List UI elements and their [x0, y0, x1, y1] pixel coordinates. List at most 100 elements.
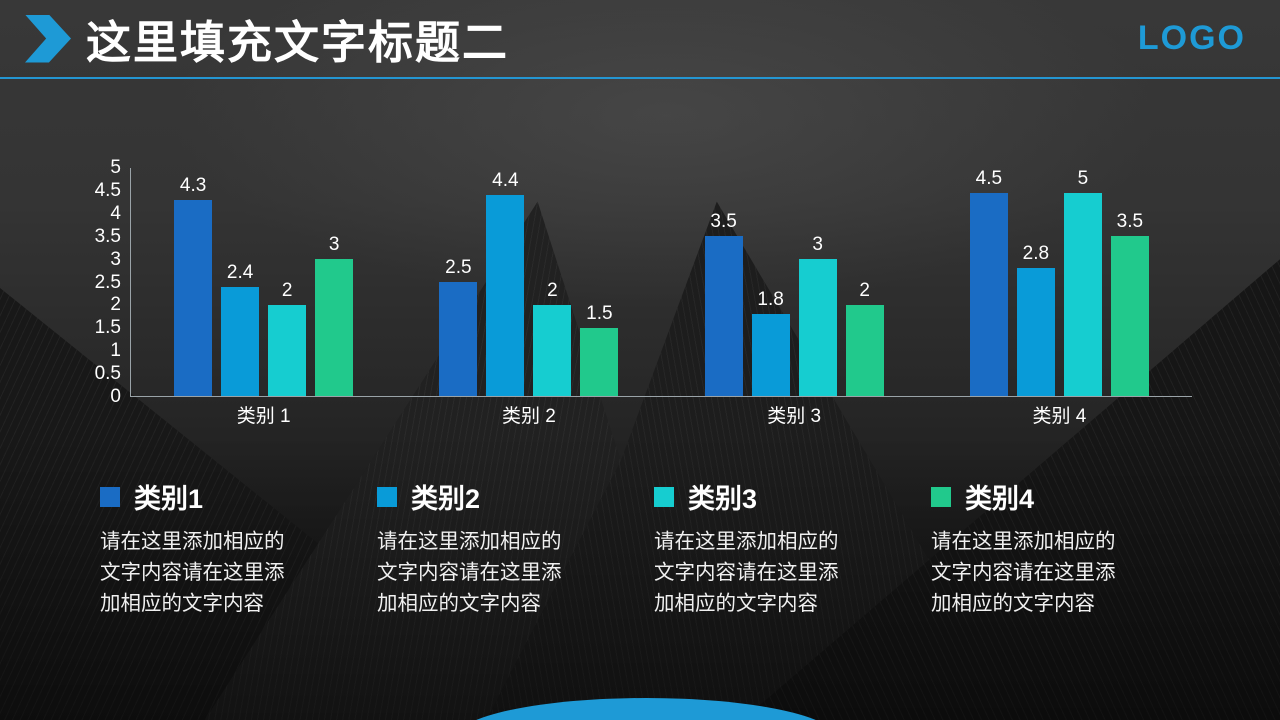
- y-tick-label: 4: [110, 202, 121, 224]
- bar-value-label: 3.5: [1116, 211, 1144, 233]
- bar-value-label: 2.4: [226, 261, 254, 283]
- bar-value-label: 3: [328, 234, 340, 256]
- y-tick-label: 0.5: [94, 363, 121, 385]
- y-tick-label: 1: [110, 340, 121, 362]
- bar-value-label: 4.3: [179, 174, 207, 196]
- y-tick-label: 4.5: [94, 179, 121, 201]
- bar-wrapper: 2.5: [439, 168, 478, 396]
- bar-row: 3.5 1.8 3 2: [704, 168, 884, 396]
- legend-item-label: 类别4: [965, 484, 1035, 514]
- bar-wrapper: 3: [315, 168, 354, 396]
- legend-item-description: 请在这里添加相应的文字内容请在这里添加相应的文字内容: [377, 530, 562, 615]
- bar-group: 4.3 2.4 2 3 类别 1: [131, 168, 396, 427]
- legend-item-description: 请在这里添加相应的文字内容请在这里添加相应的文字内容: [931, 530, 1116, 615]
- bar: [268, 304, 307, 396]
- bar-value-label: 4.4: [492, 170, 519, 192]
- bar: [751, 313, 790, 396]
- legend-item: 类别2 请在这里添加相应的文字内容请在这里添加相应的文字内容: [377, 477, 654, 619]
- bar: [580, 327, 619, 396]
- y-tick-label: 5: [110, 157, 121, 178]
- bar: [845, 304, 884, 396]
- bar-wrapper: 3: [798, 168, 837, 396]
- bar-wrapper: 3.5: [704, 168, 743, 396]
- bar-value-label: 3.5: [710, 211, 737, 233]
- legend-item-description: 请在这里添加相应的文字内容请在这里添加相应的文字内容: [654, 530, 839, 615]
- bar-wrapper: 1.5: [580, 168, 619, 396]
- bar-wrapper: 2: [533, 168, 572, 396]
- bottom-ellipse-decoration: [456, 698, 836, 720]
- bar: [221, 286, 260, 396]
- chevron-right-icon: [25, 14, 71, 63]
- x-category-label: 类别 4: [1032, 406, 1087, 427]
- bar-group: 4.5 2.8 5 3.5 类别 4: [927, 168, 1192, 427]
- bar-wrapper: 4.3: [174, 168, 213, 396]
- y-tick-label: 2: [110, 294, 121, 316]
- bar: [174, 199, 213, 396]
- title-bar: 这里填充文字标题二 LOGO: [0, 0, 1280, 79]
- legend-item: 类别1 请在这里添加相应的文字内容请在这里添加相应的文字内容: [100, 477, 377, 619]
- bar-value-label: 4.5: [975, 168, 1003, 189]
- bar-wrapper: 4.5: [969, 168, 1008, 396]
- bar-row: 2.5 4.4 2 1.5: [439, 168, 619, 396]
- legend-item-header: 类别4: [931, 477, 1208, 516]
- page-title: 这里填充文字标题二: [86, 17, 510, 68]
- y-tick-label: 2.5: [94, 271, 121, 293]
- legend-item: 类别4 请在这里添加相应的文字内容请在这里添加相应的文字内容: [931, 477, 1208, 619]
- bar-value-label: 2.8: [1022, 243, 1050, 265]
- y-tick-label: 0: [110, 386, 121, 407]
- bar-wrapper: 2: [268, 168, 307, 396]
- legend-item-label: 类别2: [411, 484, 481, 514]
- bar-value-label: 2: [281, 279, 293, 301]
- bar-wrapper: 5: [1063, 168, 1102, 396]
- bar: [798, 259, 837, 396]
- bar-value-label: 5: [1077, 168, 1089, 189]
- bar-value-label: 2: [859, 279, 870, 301]
- legend-item-description: 请在这里添加相应的文字内容请在这里添加相应的文字内容: [100, 530, 285, 615]
- y-tick-label: 1.5: [94, 317, 121, 339]
- logo-text: LOGO: [1137, 19, 1246, 57]
- bar: [486, 195, 525, 396]
- bar-group: 3.5 1.8 3 2 类别 3: [662, 168, 927, 427]
- legend-color-swatch: [654, 486, 674, 507]
- bar: [704, 236, 743, 396]
- bar: [315, 259, 354, 396]
- bar-chart: 5 4.5 4 3.5 3 2.5 2 1.5 1 0.5 0 4.3 2.4 2 3 类别 1 2.5 4.4…: [92, 157, 1192, 427]
- bar: [439, 282, 478, 396]
- legend-item-label: 类别3: [688, 484, 758, 514]
- bar-value-label: 1.5: [586, 302, 613, 324]
- bar: [1110, 236, 1149, 396]
- chart-legend: 类别1 请在这里添加相应的文字内容请在这里添加相应的文字内容 类别2 请在这里添加相应…: [100, 477, 1210, 619]
- y-tick-label: 3.5: [94, 225, 121, 247]
- legend-color-swatch: [377, 486, 397, 507]
- legend-item-header: 类别3: [654, 477, 931, 516]
- x-category-label: 类别 2: [501, 406, 556, 427]
- legend-item-header: 类别1: [100, 477, 377, 516]
- bar-wrapper: 3.5: [1110, 168, 1149, 396]
- plot-area: 4.3 2.4 2 3 类别 1 2.5 4.4 2 1.5 类别 2 3.5 1.8 3 2 类别 3 4.…: [130, 168, 1192, 427]
- bar-value-label: 2: [547, 279, 558, 301]
- legend-color-swatch: [931, 486, 951, 507]
- bar: [533, 304, 572, 396]
- bar-wrapper: 4.4: [486, 168, 525, 396]
- bar: [1063, 193, 1102, 396]
- legend-item: 类别3 请在这里添加相应的文字内容请在这里添加相应的文字内容: [654, 477, 931, 619]
- legend-item-header: 类别2: [377, 477, 654, 516]
- x-category-label: 类别 3: [767, 406, 822, 427]
- bar: [1016, 268, 1055, 396]
- bar-value-label: 2.5: [445, 257, 472, 278]
- y-axis: 5 4.5 4 3.5 3 2.5 2 1.5 1 0.5 0: [92, 157, 130, 407]
- legend-color-swatch: [100, 486, 120, 507]
- y-tick-label: 3: [110, 248, 121, 270]
- bar: [969, 193, 1008, 396]
- bar-wrapper: 2.4: [221, 168, 260, 396]
- bar-group: 2.5 4.4 2 1.5 类别 2: [396, 168, 661, 427]
- bar-wrapper: 1.8: [751, 168, 790, 396]
- bar-value-label: 1.8: [757, 288, 784, 310]
- bar-row: 4.3 2.4 2 3: [174, 168, 354, 396]
- bar-wrapper: 2: [845, 168, 884, 396]
- legend-item-label: 类别1: [134, 484, 204, 514]
- bar-row: 4.5 2.8 5 3.5: [969, 168, 1149, 396]
- x-category-label: 类别 1: [236, 406, 291, 427]
- bar-value-label: 3: [812, 234, 823, 256]
